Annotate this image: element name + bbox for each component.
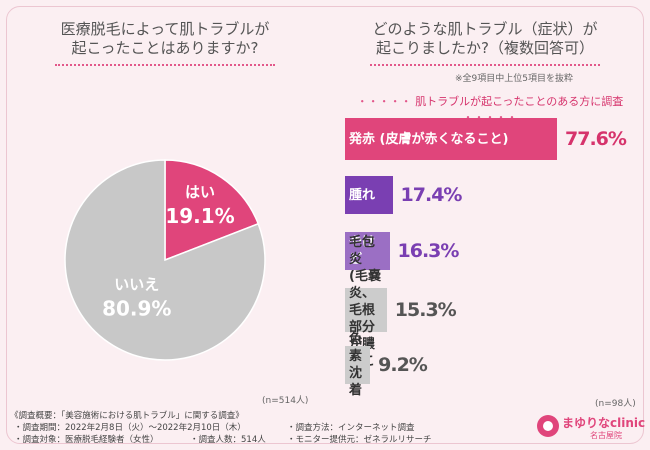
bar-value: 9.2% — [378, 354, 428, 376]
bar-row: 腫れ 17.4% — [345, 176, 463, 214]
bar-value: 17.4% — [400, 184, 463, 206]
divider — [55, 64, 275, 66]
slice-label: はい — [185, 183, 215, 201]
footer-item: ・調査対象：医療脱毛経験者（女性） — [14, 435, 159, 445]
slice-label: いいえ — [114, 275, 159, 293]
bar — [345, 346, 371, 384]
logo-branch: 名古屋院 — [590, 431, 622, 440]
footer-item: ・調査人数：514人 — [190, 435, 266, 445]
bar-label: 発赤 (皮膚が赤くなること) — [349, 131, 509, 147]
bar-row: 発赤 (皮膚が赤くなること) 77.6% — [345, 118, 627, 160]
bar — [345, 232, 390, 270]
logo-icon — [537, 415, 559, 437]
logo-name: まゆりなclinic — [562, 416, 646, 430]
slice-value: 19.1% — [165, 204, 234, 228]
subtitle-text: 肌トラブルが起こったことのある方に調査 — [415, 95, 624, 108]
bar-label: 腫れ — [349, 187, 376, 203]
bar-row: 毛包炎 (毛嚢炎、毛根部分が膿むこと)15.3% — [345, 235, 457, 386]
bar-value: 16.3% — [397, 240, 460, 262]
bar-row: 色素沈着 9.2% — [345, 332, 428, 398]
bar-label: 色素沈着 — [349, 332, 363, 398]
bar — [345, 288, 387, 332]
frame — [6, 6, 644, 444]
bar-label: やけど — [349, 235, 376, 267]
pie-chart: はい 19.1% いいえ 80.9% — [64, 159, 266, 361]
bar — [345, 118, 557, 160]
pie-title: 医療脱毛によって肌トラブルが 起こったことはありますか? — [60, 20, 270, 57]
bar-note: (n=98人) — [595, 399, 636, 409]
pie-slice — [64, 159, 266, 361]
bar — [345, 176, 393, 214]
footer-item: ・モニター提供元：ゼネラルリサーチ — [287, 435, 432, 445]
footer-item: ・調査期間：2022年2月8日（火）～2022年2月10日（木） — [14, 423, 246, 433]
slice-value: 80.9% — [102, 296, 171, 320]
pie-note: (n=514人) — [262, 396, 309, 406]
bar-value: 15.3% — [394, 299, 457, 321]
footer-heading: 《調査概要：「美容施術における肌トラブル」に関する調査》 — [10, 411, 244, 421]
divider — [370, 64, 600, 66]
bar-annotation: ※全9項目中上位5項目を抜粋 — [455, 74, 573, 84]
bar-title: どのような肌トラブル（症状）が 起こりましたか?（複数回答可） — [372, 20, 598, 57]
bar-row: やけど 16.3% — [345, 232, 460, 270]
pie-slice — [164, 159, 260, 262]
bar-value: 77.6% — [565, 128, 627, 150]
footer-item: ・調査方法：インターネット調査 — [287, 423, 415, 433]
